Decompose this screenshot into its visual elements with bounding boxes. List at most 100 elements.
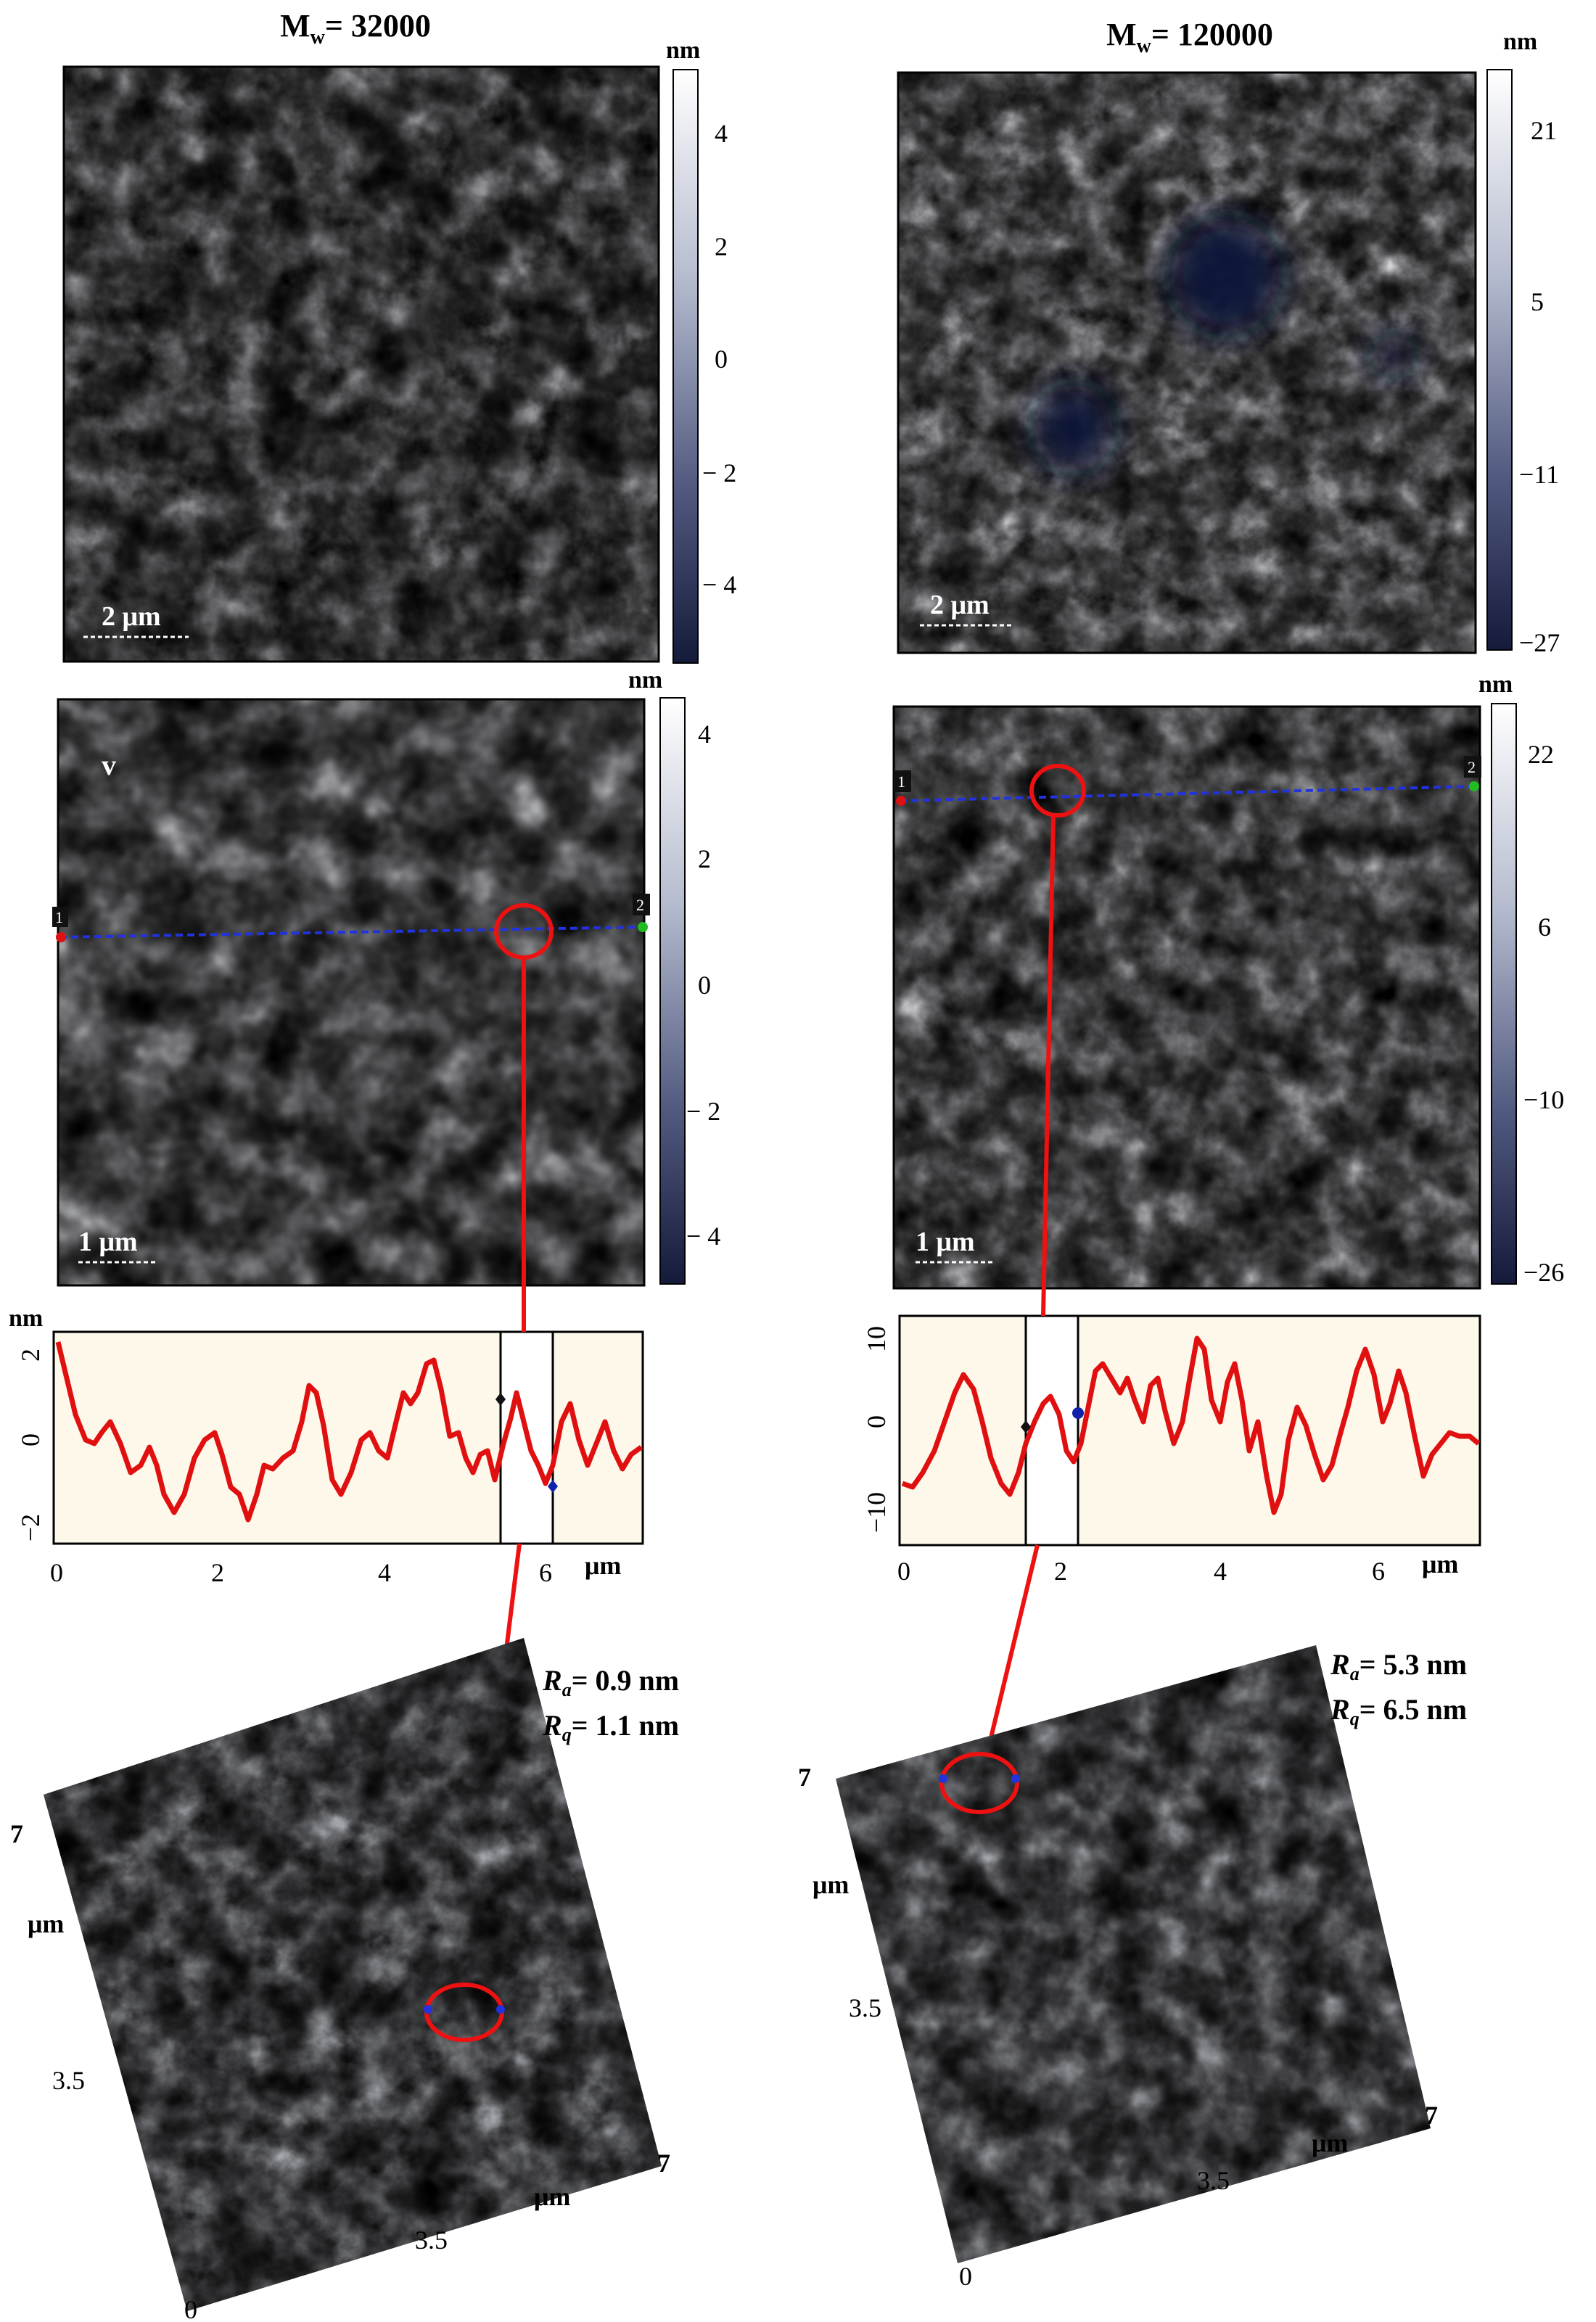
profile-left: nm 2 0 −2 0 2 4 6 μm: [9, 1305, 644, 1587]
highlight-circle: [1029, 764, 1086, 818]
scale-bar-label: 2 μm: [930, 590, 990, 620]
cursor-marker-blue: [548, 1480, 558, 1493]
colorbar-unit: nm: [1478, 671, 1513, 698]
roughness-rq: Rq= 1.1 nm: [542, 1709, 679, 1745]
scan-start-label: 1: [897, 773, 905, 791]
column-title-left: Mw= 32000: [280, 8, 431, 49]
profile-x-tick: 0: [50, 1558, 63, 1587]
scale-bar-label: 1 μm: [916, 1227, 975, 1257]
surface-x-tick: 7: [1425, 2101, 1438, 2130]
colorbar-tick: − 2: [702, 458, 736, 487]
mid-left-colorbar: nm 4 2 0 − 2 − 4: [628, 667, 720, 1285]
scan-end-marker: [1469, 781, 1479, 791]
profile-x-tick: 0: [897, 1557, 910, 1586]
colorbar-tick: 4: [698, 720, 711, 749]
profile-x-tick: 4: [378, 1558, 391, 1587]
scan-start-marker: [56, 932, 66, 942]
surface-origin: 0: [184, 2295, 197, 2322]
roughness-ra: Ra= 0.9 nm: [542, 1664, 679, 1700]
column-title-right: Mw= 120000: [1106, 17, 1273, 57]
colorbar-tick: −27: [1519, 628, 1560, 657]
surface-x-tick: 3.5: [1197, 2166, 1230, 2195]
scale-bar-label: 2 μm: [102, 601, 161, 632]
cursor-marker-black: [1021, 1420, 1031, 1433]
colorbar-tick: 22: [1528, 740, 1554, 769]
top-right-colorbar: nm 21 5 −11 −27: [1486, 28, 1560, 657]
connector-right-lower: [986, 1544, 1040, 1750]
top-left-height-map: 2 μm: [62, 65, 660, 663]
profile-x-tick: 2: [211, 1558, 224, 1587]
profile-x-unit: μm: [585, 1551, 621, 1580]
surface-x-unit: μm: [1312, 2128, 1348, 2157]
profile-y-tick: −10: [862, 1492, 891, 1533]
colorbar-tick: 2: [715, 232, 728, 261]
profile-x-unit: μm: [1422, 1549, 1458, 1578]
profile-y-tick: 10: [862, 1326, 891, 1352]
scan-end-label: 2: [636, 896, 644, 914]
circle-end-marker: [424, 2005, 432, 2014]
circle-end-marker: [496, 2005, 505, 2014]
top-right-height-map: 2 μm: [897, 71, 1477, 654]
profile-curve: [901, 1335, 1481, 1515]
surface-y-tick: 7: [10, 1819, 23, 1848]
roughness-rq: Rq= 6.5 nm: [1330, 1693, 1467, 1729]
circle-end-marker: [939, 1774, 947, 1783]
profile-scan-line: [59, 926, 643, 939]
surface3d-left: Ra= 0.9 nm Rq= 1.1 nm 7 μm 3.5 3.5 μm 7 …: [10, 1638, 679, 2322]
scan-start-label: 1: [55, 908, 63, 926]
surface-origin: 0: [959, 2262, 972, 2291]
colorbar-tick: 2: [698, 844, 711, 873]
colorbar-tick: − 4: [686, 1222, 720, 1251]
profile-x-tick: 6: [539, 1558, 552, 1587]
colorbar-tick: 21: [1531, 116, 1557, 145]
surface-x-unit: μm: [534, 2182, 570, 2211]
surface-x-tick: 7: [657, 2149, 670, 2178]
corner-label: v: [102, 749, 116, 781]
colorbar-tick: −11: [1519, 460, 1559, 489]
colorbar-tick: −10: [1523, 1085, 1564, 1114]
profile-x-tick: 6: [1372, 1557, 1385, 1586]
scan-end-label: 2: [1468, 758, 1476, 776]
surface-pit: [1172, 218, 1280, 334]
profile-x-tick: 4: [1214, 1557, 1227, 1586]
profile-y-tick: 0: [16, 1433, 45, 1446]
profile-curve: [55, 1341, 643, 1523]
surface-y-tick: 3.5: [849, 1993, 881, 2022]
circle-end-marker: [1011, 1774, 1020, 1783]
colorbar-tick: − 2: [686, 1097, 720, 1126]
surface-pit: [1034, 384, 1114, 472]
colorbar-tick: 5: [1531, 287, 1544, 316]
mid-right-height-map: 1 2 1 μm: [892, 705, 1481, 1290]
cursor-marker-black: [495, 1393, 506, 1406]
scan-start-marker: [896, 796, 906, 806]
profile-y-unit: nm: [9, 1305, 43, 1332]
mid-right-colorbar: nm 22 6 −10 −26: [1478, 671, 1564, 1287]
roughness-ra: Ra= 5.3 nm: [1330, 1648, 1467, 1684]
colorbar-tick: 0: [715, 345, 728, 374]
colorbar-unit: nm: [1503, 28, 1537, 55]
profile-y-tick: 2: [16, 1349, 45, 1362]
highlight-circle: [939, 1752, 1019, 1814]
profile-y-tick: 0: [862, 1415, 891, 1428]
colorbar-unit: nm: [666, 37, 700, 64]
colorbar-tick: 4: [715, 119, 728, 148]
surface-y-unit: μm: [28, 1909, 64, 1938]
scan-end-marker: [638, 922, 648, 932]
colorbar-tick: − 4: [702, 570, 736, 599]
profile-right: 10 0 −10 0 2 4 6 μm: [862, 1314, 1481, 1586]
surface-y-tick: 3.5: [52, 2066, 85, 2095]
connector-right-upper: [1041, 815, 1056, 1317]
scale-bar-label: 1 μm: [78, 1227, 138, 1257]
surface3d-right: Ra= 5.3 nm Rq= 6.5 nm 7 μm 3.5 3.5 μm 7 …: [798, 1645, 1467, 2291]
profile-x-tick: 2: [1054, 1557, 1067, 1586]
colorbar-unit: nm: [628, 667, 662, 693]
surface-pit: [1371, 334, 1415, 377]
mid-left-height-map: v 1 2 1 μm: [52, 698, 650, 1287]
colorbar-tick: 0: [698, 971, 711, 1000]
cursor-marker-blue: [1072, 1407, 1084, 1419]
surface-x-tick: 3.5: [415, 2226, 448, 2255]
top-left-colorbar: nm 4 2 0 − 2 − 4: [666, 37, 736, 664]
surface-y-tick: 7: [798, 1763, 811, 1792]
profile-y-tick: −2: [16, 1514, 45, 1541]
